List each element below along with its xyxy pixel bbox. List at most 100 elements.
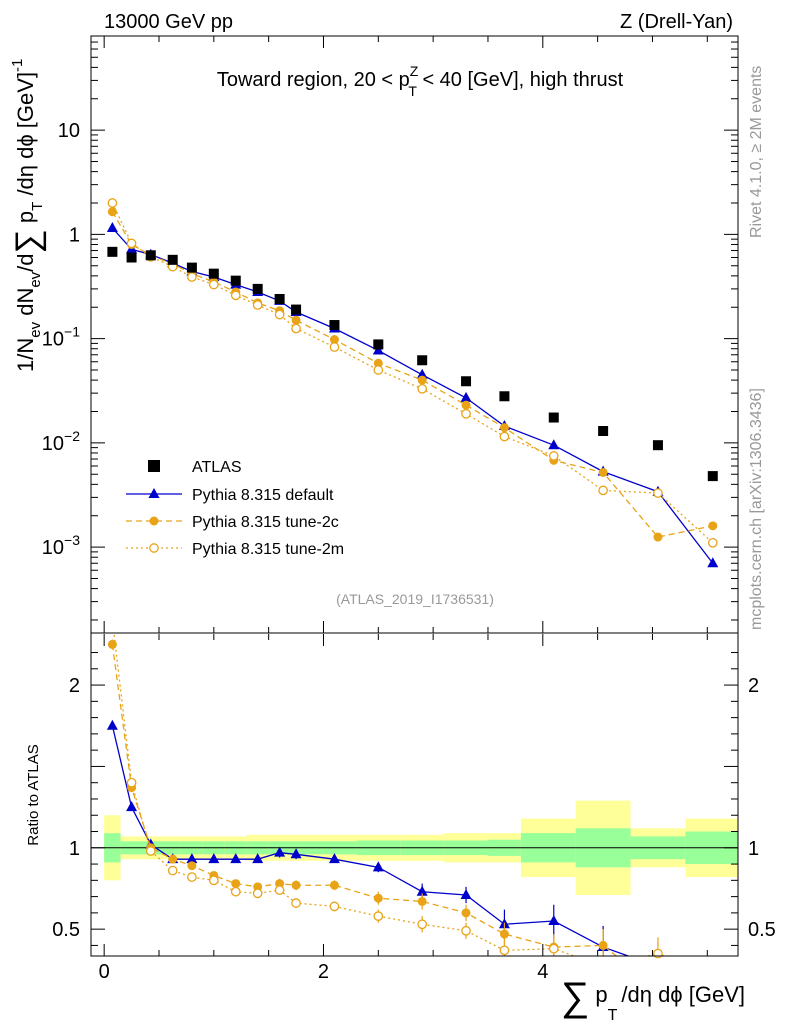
y-axis-label: 1/Nev dNev/d∑ pT /dη dϕ [GeV]-1 <box>9 59 47 372</box>
tune2m-ratio-point-12 <box>417 919 428 930</box>
ratio-plot-frame <box>90 632 739 957</box>
default-ratio-point-10 <box>328 853 340 864</box>
tune2m-point-4 <box>187 272 197 282</box>
tune2m-point-15 <box>548 451 559 461</box>
tune2m-ratio-point-3 <box>167 865 178 876</box>
default-point-0 <box>106 222 118 233</box>
ratio-plot-panel: 0 2 4 0.5 0.5 1 1 2 2 <box>52 632 776 983</box>
default-ratio-point-11 <box>372 861 384 872</box>
ratio-tick-label-right-0: 0.5 <box>748 919 776 941</box>
atlas-point-13 <box>461 376 472 387</box>
tune2m-point-13 <box>461 408 471 419</box>
atlas-point-15 <box>548 412 559 423</box>
main-plot-frame <box>90 35 739 634</box>
tune2m-ratio-point-8 <box>274 885 285 895</box>
tune2c-ratio-point-14 <box>499 929 509 939</box>
legend-marker-atlas <box>148 460 160 472</box>
tune2m-point-1 <box>126 238 137 249</box>
tune2m-ratio-point-14 <box>499 945 510 956</box>
x-tick-label-0: 0 <box>99 961 110 983</box>
legend-label-default: Pythia 8.315 default <box>192 487 334 504</box>
tune2c-point-12 <box>417 375 427 385</box>
header-left: 13000 GeV pp <box>104 11 233 33</box>
tune2m-point-17 <box>653 488 663 498</box>
atlas-point-3 <box>167 254 178 265</box>
legend-marker-default <box>148 488 160 498</box>
tune2m-ratio-point-15 <box>548 943 559 954</box>
atlas-point-17 <box>652 440 663 451</box>
default-main-line <box>111 227 714 564</box>
mcplots-label: mcplots.cern.ch [arXiv:1306.3436] <box>748 388 765 630</box>
atlas-point-8 <box>274 293 285 304</box>
atlas-point-14 <box>499 391 510 402</box>
tune2m-ratio-point-2 <box>145 846 156 856</box>
tune2m-ratio-point-4 <box>187 872 197 882</box>
default-point-15 <box>548 439 560 450</box>
tune2m-point-0 <box>107 198 118 208</box>
atlas-point-12 <box>417 355 428 366</box>
main-data-layer <box>106 198 719 568</box>
ratio-data-layer <box>91 633 738 959</box>
tune2m-point-6 <box>230 290 241 301</box>
default-ratio-point-5 <box>208 853 220 864</box>
plot-title: Toward region, 20 < pZ T < 40 [GeV], high… <box>217 63 624 99</box>
legend-marker-tune2c <box>149 516 159 526</box>
atlas-point-4 <box>186 262 197 273</box>
x-axis-label: ∑ pT/dη dϕ [GeV] <box>561 975 745 1024</box>
ratio-axis-ticks: 0 2 4 0.5 0.5 1 1 2 2 <box>52 634 776 983</box>
default-ratio-point-8 <box>274 846 286 857</box>
tune2c-ratio-point-16 <box>598 940 608 950</box>
rivet-label: Rivet 4.1.0, ≥ 2M events <box>748 66 765 238</box>
atlas-point-16 <box>598 425 609 436</box>
tune2m-point-9 <box>291 323 301 334</box>
default-ratio-point-0 <box>106 719 118 730</box>
tune2c-ratio-point-0 <box>107 639 117 649</box>
tune2m-ratio-point-7 <box>252 888 263 899</box>
tune2c-point-16 <box>598 467 608 477</box>
tune2m-ratio-point-10 <box>329 901 340 912</box>
tune2c-ratio-point-10 <box>329 880 339 890</box>
tune2m-ratio-point-1 <box>126 777 137 788</box>
default-ratio-point-6 <box>230 853 242 864</box>
tune2m-point-16 <box>598 485 608 496</box>
tune2m-point-7 <box>252 300 263 310</box>
default-point-12 <box>416 368 428 379</box>
tune2m-point-5 <box>208 279 219 290</box>
y-tick-label-4: 10 <box>58 120 80 142</box>
legend-label-tune2c: Pythia 8.315 tune-2c <box>192 514 339 531</box>
tune2c-point-14 <box>499 423 509 433</box>
tune2c-point-10 <box>329 335 339 345</box>
legend: ATLAS Pythia 8.315 default Pythia 8.315 tu… <box>126 459 344 558</box>
tune2c-ratio-point-9 <box>291 880 301 890</box>
tune2m-ratio-line <box>113 633 667 956</box>
default-point-11 <box>372 344 384 355</box>
tune2c-ratio-point-4 <box>187 861 197 871</box>
y-tick-label-2: 10−1 <box>42 324 80 351</box>
default-ratio-point-12 <box>416 885 428 896</box>
tune2m-ratio-point-11 <box>373 911 384 921</box>
legend-label-tune2m: Pythia 8.315 tune-2m <box>192 541 344 558</box>
tune2m-point-18 <box>707 537 718 548</box>
analysis-watermark: (ATLAS_2019_I1736531) <box>336 591 494 607</box>
tune2c-ratio-point-3 <box>168 854 178 864</box>
tune2c-point-13 <box>461 400 471 410</box>
tune2m-ratio-point-5 <box>208 875 219 886</box>
ratio-tick-label-right-2: 2 <box>748 675 759 697</box>
ratio-tick-label-left-0: 0.5 <box>52 919 80 941</box>
svg-text:1/Nev dNev/d∑ pT /dη dϕ [GeV]: 1/Nev dNev/d∑ pT /dη dϕ [GeV]-1 <box>9 59 47 372</box>
legend-marker-tune2m <box>149 543 159 553</box>
tune2m-point-11 <box>373 365 384 375</box>
legend-label-atlas: ATLAS <box>192 459 242 476</box>
default-ratio-point-15 <box>548 915 560 926</box>
header-right: Z (Drell-Yan) <box>620 11 733 33</box>
ratio-tick-label-left-1: 1 <box>69 838 80 860</box>
y-tick-label-1: 10−2 <box>42 428 80 455</box>
default-point-18 <box>707 557 719 568</box>
atlas-point-2 <box>145 250 156 261</box>
tune2c-point-9 <box>291 315 301 325</box>
x-tick-label-1: 2 <box>318 961 329 983</box>
tune2m-point-14 <box>499 431 510 442</box>
tune2m-ratio-point-6 <box>230 886 241 897</box>
atlas-point-18 <box>707 471 718 482</box>
